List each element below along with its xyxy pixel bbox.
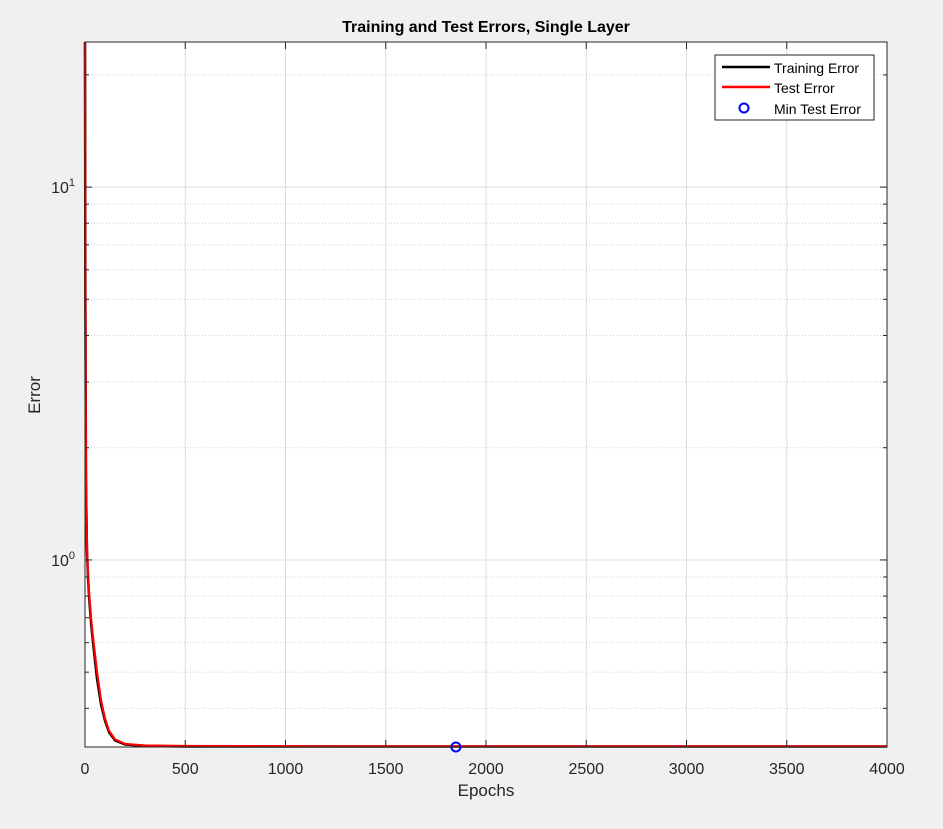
x-tick-label: 2000 [468, 761, 504, 778]
legend-marker-min-test-error [738, 102, 750, 114]
tick-labels: 0 500 1000 1500 2000 2500 3000 3500 4000 100 101 [51, 177, 905, 778]
x-tick-label: 1500 [368, 761, 404, 778]
x-tick-label: 2500 [568, 761, 604, 778]
grid-lines [85, 42, 887, 747]
x-tick-label: 4000 [869, 761, 905, 778]
x-tick-label: 1000 [268, 761, 304, 778]
legend-label-training-error: Training Error [774, 60, 859, 76]
legend-label-test-error: Test Error [774, 80, 835, 96]
series-line-test-error [83, 41, 887, 748]
y-tick-label: 101 [51, 177, 75, 197]
x-tick-label: 3500 [769, 761, 805, 778]
chart-title: Training and Test Errors, Single Layer [342, 19, 630, 36]
x-tick-label: 3000 [669, 761, 705, 778]
tick-marks [84, 42, 888, 747]
x-tick-label: 0 [81, 761, 90, 778]
legend-label-min-test-error: Min Test Error [774, 101, 861, 117]
legend: Training Error Test Error Min Test Error [714, 54, 875, 121]
x-axis-label: Epochs [458, 781, 515, 800]
x-tick-label: 500 [172, 761, 199, 778]
y-tick-label: 100 [51, 550, 75, 570]
y-axis-label: Error [25, 376, 44, 414]
